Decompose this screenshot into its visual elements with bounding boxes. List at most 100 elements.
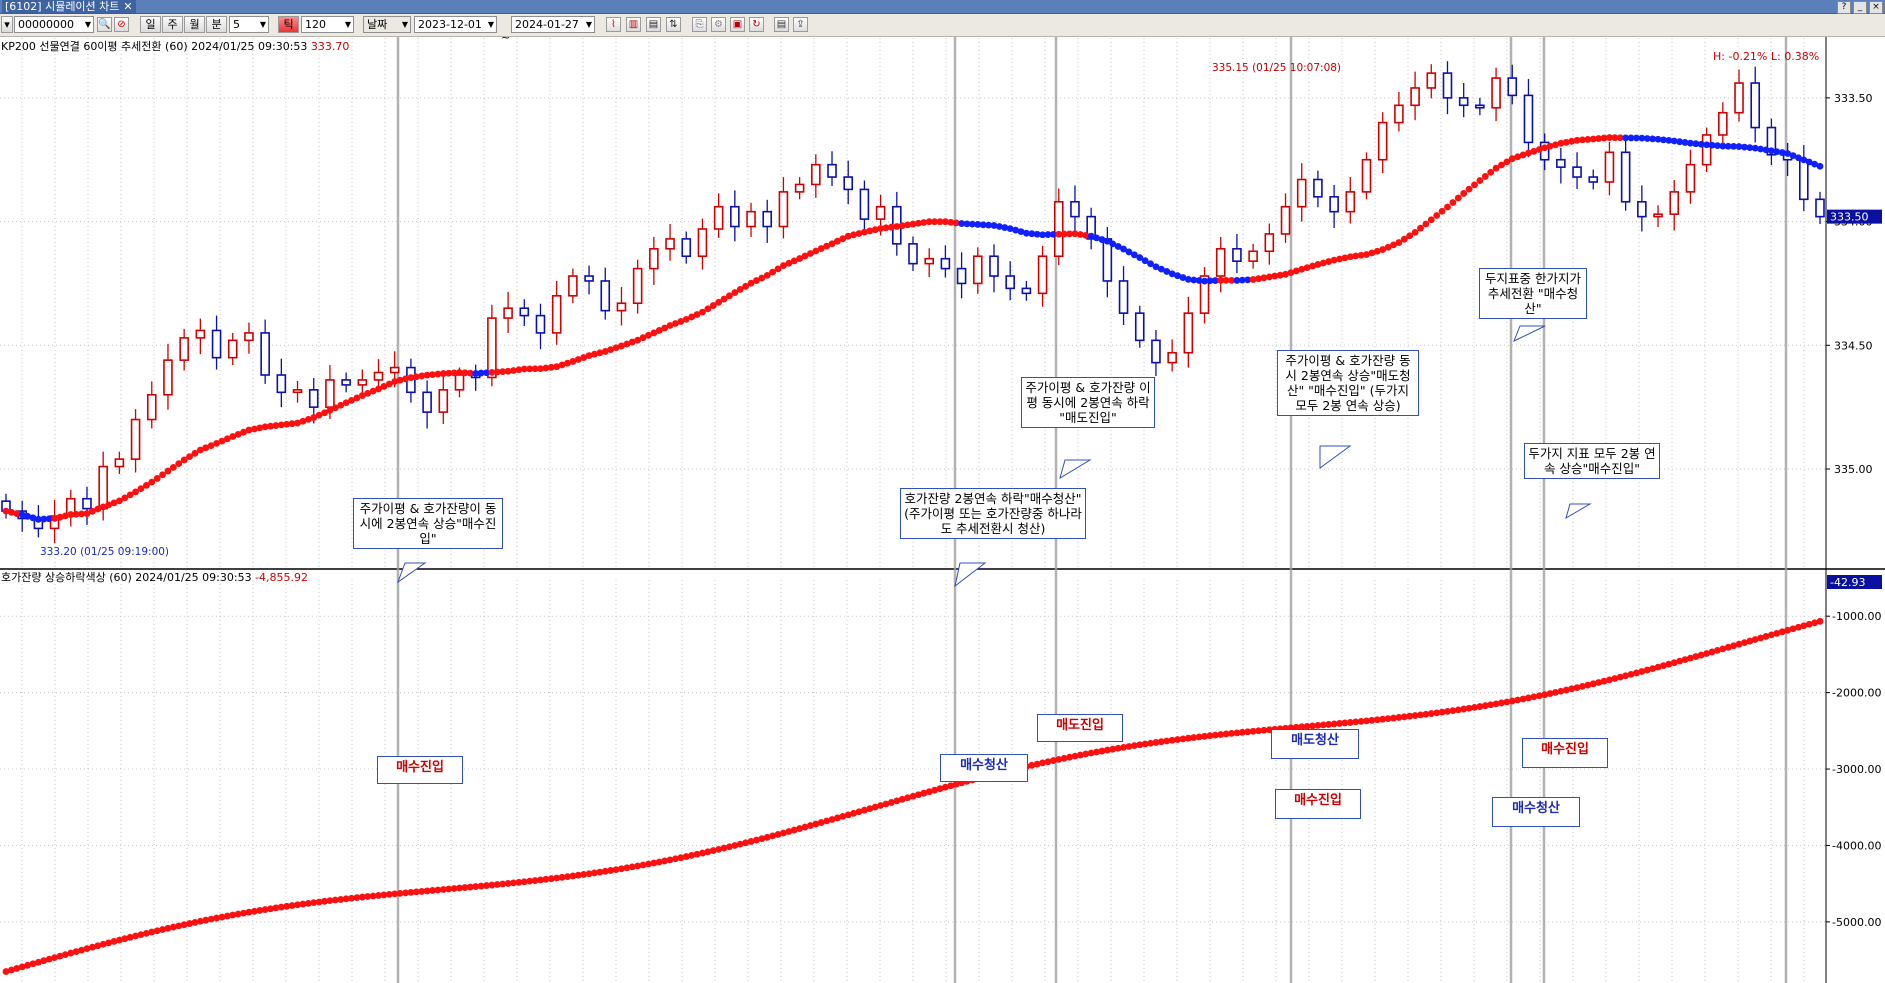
tab-close-icon[interactable]: ✕ (123, 0, 133, 13)
ma-dot (715, 298, 723, 306)
indicator-dot (1400, 713, 1408, 721)
ma-dot (1703, 141, 1711, 149)
volume-chart-icon[interactable]: ⇅ (666, 17, 681, 32)
indicator-dot (736, 840, 744, 848)
indicator-dot (1471, 704, 1478, 711)
indicator-dot (1525, 694, 1532, 702)
indicator-dot (861, 806, 868, 814)
indicator-dot (1411, 712, 1419, 719)
candle-chart-icon[interactable]: ▤ (646, 17, 661, 32)
indicator-dot (855, 808, 863, 816)
period-month-button[interactable]: 월 (184, 16, 205, 33)
indicator-dot (893, 797, 901, 805)
indicator-dot (461, 884, 469, 891)
ma-dot (1508, 155, 1516, 163)
period-minute-button[interactable]: 분 (206, 16, 227, 33)
indicator-dot (1660, 662, 1667, 670)
indicator-dot (364, 893, 372, 900)
search-icon[interactable]: 🔍 (97, 17, 112, 32)
indicator-dot (439, 886, 447, 893)
close-button[interactable]: × (1869, 1, 1883, 14)
ma-dot (1163, 268, 1171, 275)
indicator-dot (283, 902, 291, 910)
indicator-dot (1606, 676, 1613, 684)
range-type-select[interactable]: 날짜 ▼ (363, 16, 411, 33)
ma-dot (1044, 231, 1052, 238)
tick-button[interactable]: 틱 (278, 16, 299, 33)
line-chart-icon[interactable]: ⌇ (606, 17, 621, 32)
indicator-dot (747, 838, 755, 845)
ma-dot (558, 361, 566, 369)
candle-body (454, 374, 465, 391)
indicator-dot (148, 928, 156, 936)
indicator-dot (1206, 732, 1214, 740)
indicator-dot (1724, 643, 1732, 651)
tag-buy-exit-1: 매수청산 (940, 754, 1028, 782)
indicator-dot (1309, 722, 1316, 730)
search-clear-icon[interactable]: ⊘ (114, 17, 129, 32)
code-select[interactable]: 00000000 ▼ (14, 16, 94, 33)
ma-dot (1600, 134, 1608, 142)
ma-dot (1687, 139, 1694, 147)
ma-dot (1341, 254, 1349, 262)
tag-buy-entry-1: 매수진입 (377, 756, 463, 784)
ma-dot (947, 218, 955, 226)
last-price-tag-bg (1827, 209, 1882, 224)
ma-dot (207, 442, 215, 449)
ma-dot (785, 259, 793, 267)
y-tick-label-lower: -1000.00 (1832, 610, 1881, 623)
indicator-dot (315, 898, 323, 906)
window-tab[interactable]: [6102] 시뮬레이션 차트 ✕ (2, 0, 136, 13)
minimize-button[interactable]: _ (1853, 1, 1867, 14)
settings-icon[interactable]: ⚙ (711, 17, 726, 32)
dropdown-grip-icon[interactable]: ▾ (1, 16, 13, 33)
candle-body (1313, 178, 1323, 198)
export-icon[interactable]: ⇪ (793, 17, 808, 32)
bar-chart-icon[interactable]: ▥ (626, 17, 641, 32)
ma-dot (661, 324, 669, 332)
candle-body (1361, 158, 1372, 193)
date-from-field[interactable]: 2023-12-01 ▼ (414, 16, 497, 33)
indicator-dot (1395, 714, 1403, 721)
ma-dot (180, 456, 188, 464)
indicator-dot (1714, 647, 1721, 654)
ma-dot (531, 365, 539, 373)
indicator-dot (1055, 755, 1063, 763)
indicator-dot (396, 889, 404, 897)
ma-dot (817, 245, 825, 252)
ma-dot (510, 367, 517, 374)
date-to-value: 2024-01-27 (515, 18, 579, 31)
indicator-dot (925, 788, 933, 796)
indicator-dot (817, 819, 825, 826)
tick-select[interactable]: 120 ▼ (301, 16, 354, 33)
candle-body (1296, 178, 1307, 208)
ma-dot (1622, 134, 1630, 142)
help-button[interactable]: ? (1837, 1, 1851, 14)
ma-dot (45, 515, 53, 523)
ma-dot (958, 220, 965, 227)
indicator-dot (240, 909, 247, 917)
ma-dot (1627, 134, 1635, 142)
ma-dot (1616, 134, 1624, 142)
save-icon[interactable]: ▤ (774, 17, 789, 32)
candle-body (568, 275, 578, 297)
indicator-dot (213, 914, 220, 922)
minute-select[interactable]: 5 ▼ (229, 16, 269, 33)
indicator-dot (1314, 721, 1322, 729)
candle-body (1345, 191, 1356, 213)
period-day-button[interactable]: 일 (140, 16, 161, 33)
indicator-dot (272, 904, 280, 912)
candle-body (82, 497, 92, 510)
period-week-button[interactable]: 주 (162, 16, 183, 33)
ma-dot (790, 257, 798, 265)
copy-icon[interactable]: ⎘ (692, 17, 707, 32)
refresh-icon[interactable]: ↻ (749, 17, 764, 32)
date-to-field[interactable]: 2024-01-27 ▼ (511, 16, 595, 33)
ma-dot (1762, 146, 1770, 154)
upper-panel-title: KP200 선물연결 60이평 추세전환 (60) 2024/01/25 09:… (1, 40, 308, 53)
indicator-icon[interactable]: ▣ (730, 17, 745, 32)
y-tick-label-lower: -3000.00 (1832, 763, 1881, 776)
candle-body (843, 176, 854, 191)
ma-dot (1649, 135, 1657, 143)
ma-dot (623, 340, 631, 348)
